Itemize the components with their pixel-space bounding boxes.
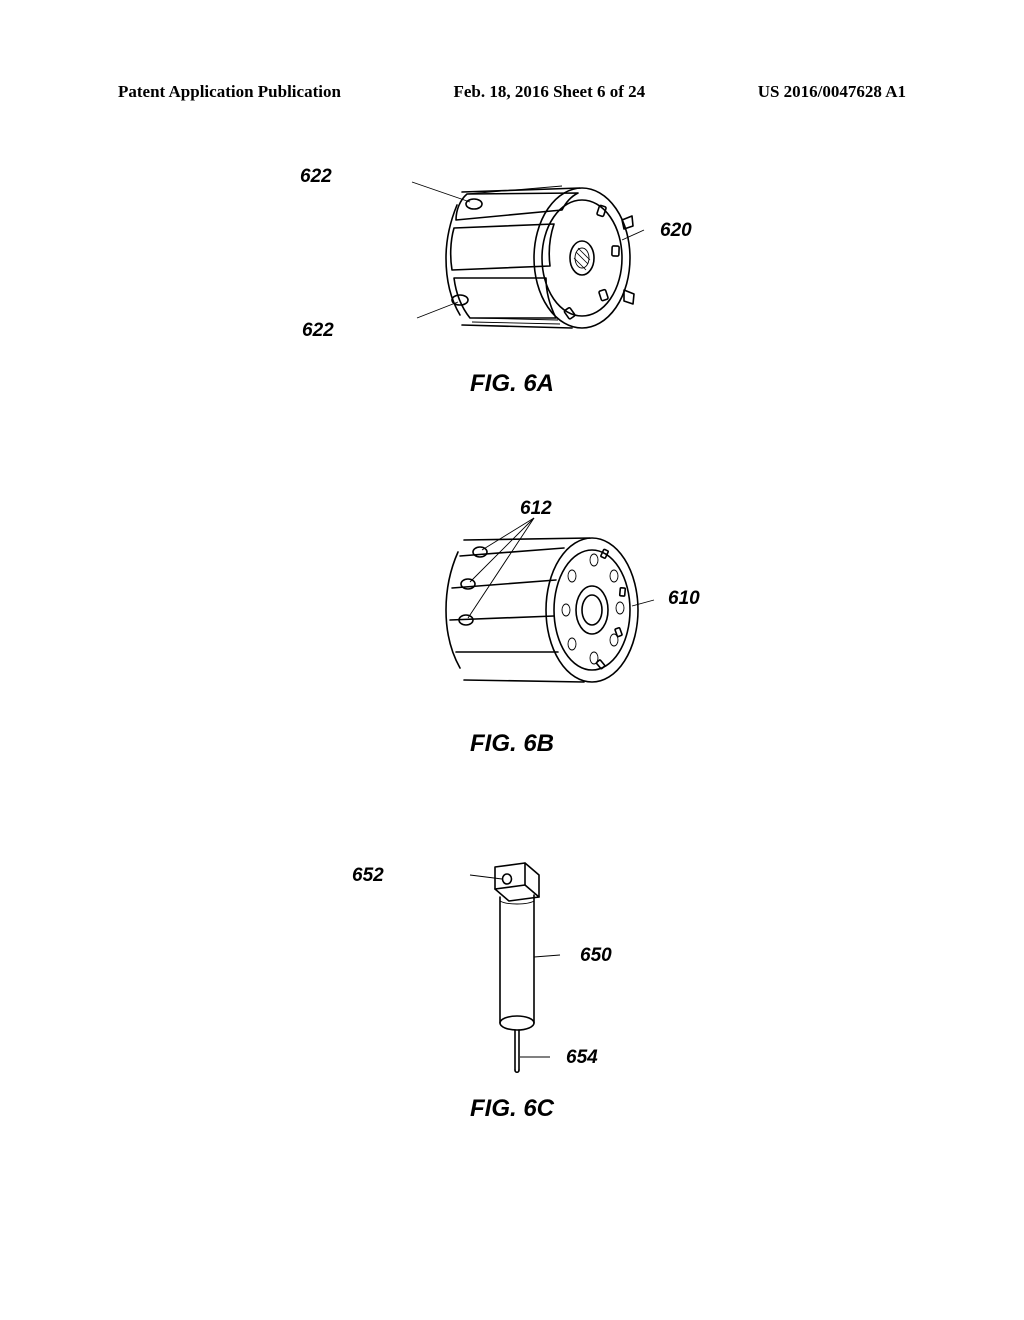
- figure-6b-label: FIG. 6B: [0, 730, 1024, 758]
- figure-6c-label: FIG. 6C: [0, 1095, 1024, 1123]
- page-header: Patent Application Publication Feb. 18, …: [118, 82, 906, 102]
- header-left: Patent Application Publication: [118, 82, 341, 102]
- figure-6c: 652 650 654: [0, 845, 1024, 1095]
- header-right: US 2016/0047628 A1: [758, 82, 906, 102]
- figure-6b: 612 610: [0, 480, 1024, 720]
- figure-6a-label: FIG. 6A: [0, 370, 1024, 398]
- ref-622-top: 622: [300, 166, 332, 188]
- ref-620: 620: [660, 220, 692, 242]
- figure-6a-drawing: [302, 150, 722, 370]
- ref-612: 612: [520, 498, 552, 520]
- ref-650: 650: [580, 945, 612, 967]
- ref-610: 610: [668, 588, 700, 610]
- figure-6a: 622 622 620: [0, 150, 1024, 370]
- ref-652: 652: [352, 865, 384, 887]
- header-middle: Feb. 18, 2016 Sheet 6 of 24: [453, 82, 645, 102]
- ref-654: 654: [566, 1047, 598, 1069]
- figure-6b-drawing: [302, 480, 722, 720]
- ref-622-bottom: 622: [302, 320, 334, 342]
